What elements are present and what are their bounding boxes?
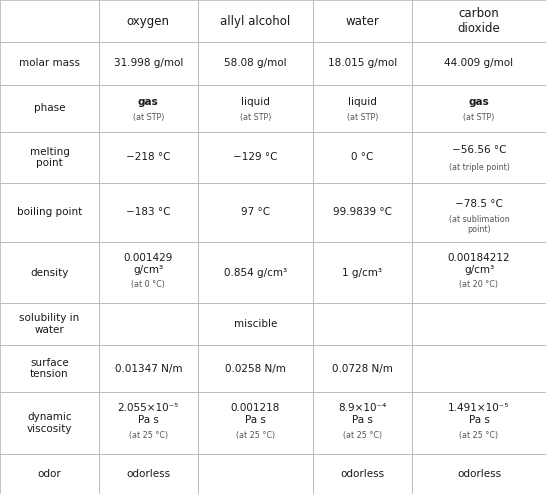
Text: 0.854 g/cm³: 0.854 g/cm³	[224, 268, 287, 278]
Text: boiling point: boiling point	[17, 207, 82, 217]
Text: 0.0258 N/m: 0.0258 N/m	[225, 364, 286, 373]
Text: odorless: odorless	[457, 469, 501, 479]
Text: 1.491×10⁻⁵
Pa s: 1.491×10⁻⁵ Pa s	[448, 403, 509, 425]
Text: (at STP): (at STP)	[347, 114, 378, 123]
Text: water: water	[346, 15, 379, 28]
Text: carbon
dioxide: carbon dioxide	[458, 7, 500, 35]
Text: 8.9×10⁻⁴
Pa s: 8.9×10⁻⁴ Pa s	[339, 403, 387, 425]
Text: 0.0728 N/m: 0.0728 N/m	[332, 364, 393, 373]
Text: (at STP): (at STP)	[133, 114, 164, 123]
Text: odor: odor	[38, 469, 61, 479]
Text: 99.9839 °C: 99.9839 °C	[333, 207, 392, 217]
Text: liquid: liquid	[348, 97, 377, 107]
Text: 97 °C: 97 °C	[241, 207, 270, 217]
Text: allyl alcohol: allyl alcohol	[220, 15, 290, 28]
Text: 0 °C: 0 °C	[351, 153, 373, 163]
Text: (at 25 °C): (at 25 °C)	[343, 431, 382, 440]
Text: 0.001218
Pa s: 0.001218 Pa s	[231, 403, 280, 425]
Text: odorless: odorless	[126, 469, 170, 479]
Text: dynamic
viscosity: dynamic viscosity	[27, 412, 72, 434]
Text: 44.009 g/mol: 44.009 g/mol	[444, 58, 514, 69]
Text: odorless: odorless	[340, 469, 384, 479]
Text: 0.001429
g/cm³: 0.001429 g/cm³	[123, 253, 173, 275]
Text: miscible: miscible	[234, 319, 277, 329]
Text: (at 25 °C): (at 25 °C)	[236, 431, 275, 440]
Text: 0.01347 N/m: 0.01347 N/m	[115, 364, 182, 373]
Text: 31.998 g/mol: 31.998 g/mol	[114, 58, 183, 69]
Text: melting
point: melting point	[29, 147, 69, 168]
Text: surface
tension: surface tension	[30, 358, 69, 379]
Text: phase: phase	[34, 103, 65, 114]
Text: 1 g/cm³: 1 g/cm³	[342, 268, 383, 278]
Text: −78.5 °C: −78.5 °C	[455, 199, 503, 209]
Text: −129 °C: −129 °C	[233, 153, 278, 163]
Text: (at STP): (at STP)	[240, 114, 271, 123]
Text: (at 20 °C): (at 20 °C)	[460, 280, 498, 289]
Text: 18.015 g/mol: 18.015 g/mol	[328, 58, 397, 69]
Text: 58.08 g/mol: 58.08 g/mol	[224, 58, 287, 69]
Text: solubility in
water: solubility in water	[19, 313, 80, 335]
Text: (at STP): (at STP)	[463, 114, 495, 123]
Text: −218 °C: −218 °C	[126, 153, 170, 163]
Text: molar mass: molar mass	[19, 58, 80, 69]
Text: (at sublimation
point): (at sublimation point)	[449, 214, 509, 234]
Text: density: density	[30, 268, 69, 278]
Text: −56.56 °C: −56.56 °C	[452, 145, 506, 155]
Text: −183 °C: −183 °C	[126, 207, 170, 217]
Text: (at 25 °C): (at 25 °C)	[459, 431, 498, 440]
Text: (at triple point): (at triple point)	[448, 163, 509, 172]
Text: (at 25 °C): (at 25 °C)	[129, 431, 168, 440]
Text: gas: gas	[468, 97, 489, 107]
Text: oxygen: oxygen	[127, 15, 170, 28]
Text: 2.055×10⁻⁵
Pa s: 2.055×10⁻⁵ Pa s	[118, 403, 179, 425]
Text: gas: gas	[138, 97, 159, 107]
Text: 0.00184212
g/cm³: 0.00184212 g/cm³	[448, 253, 511, 275]
Text: liquid: liquid	[241, 97, 270, 107]
Text: (at 0 °C): (at 0 °C)	[132, 280, 165, 289]
